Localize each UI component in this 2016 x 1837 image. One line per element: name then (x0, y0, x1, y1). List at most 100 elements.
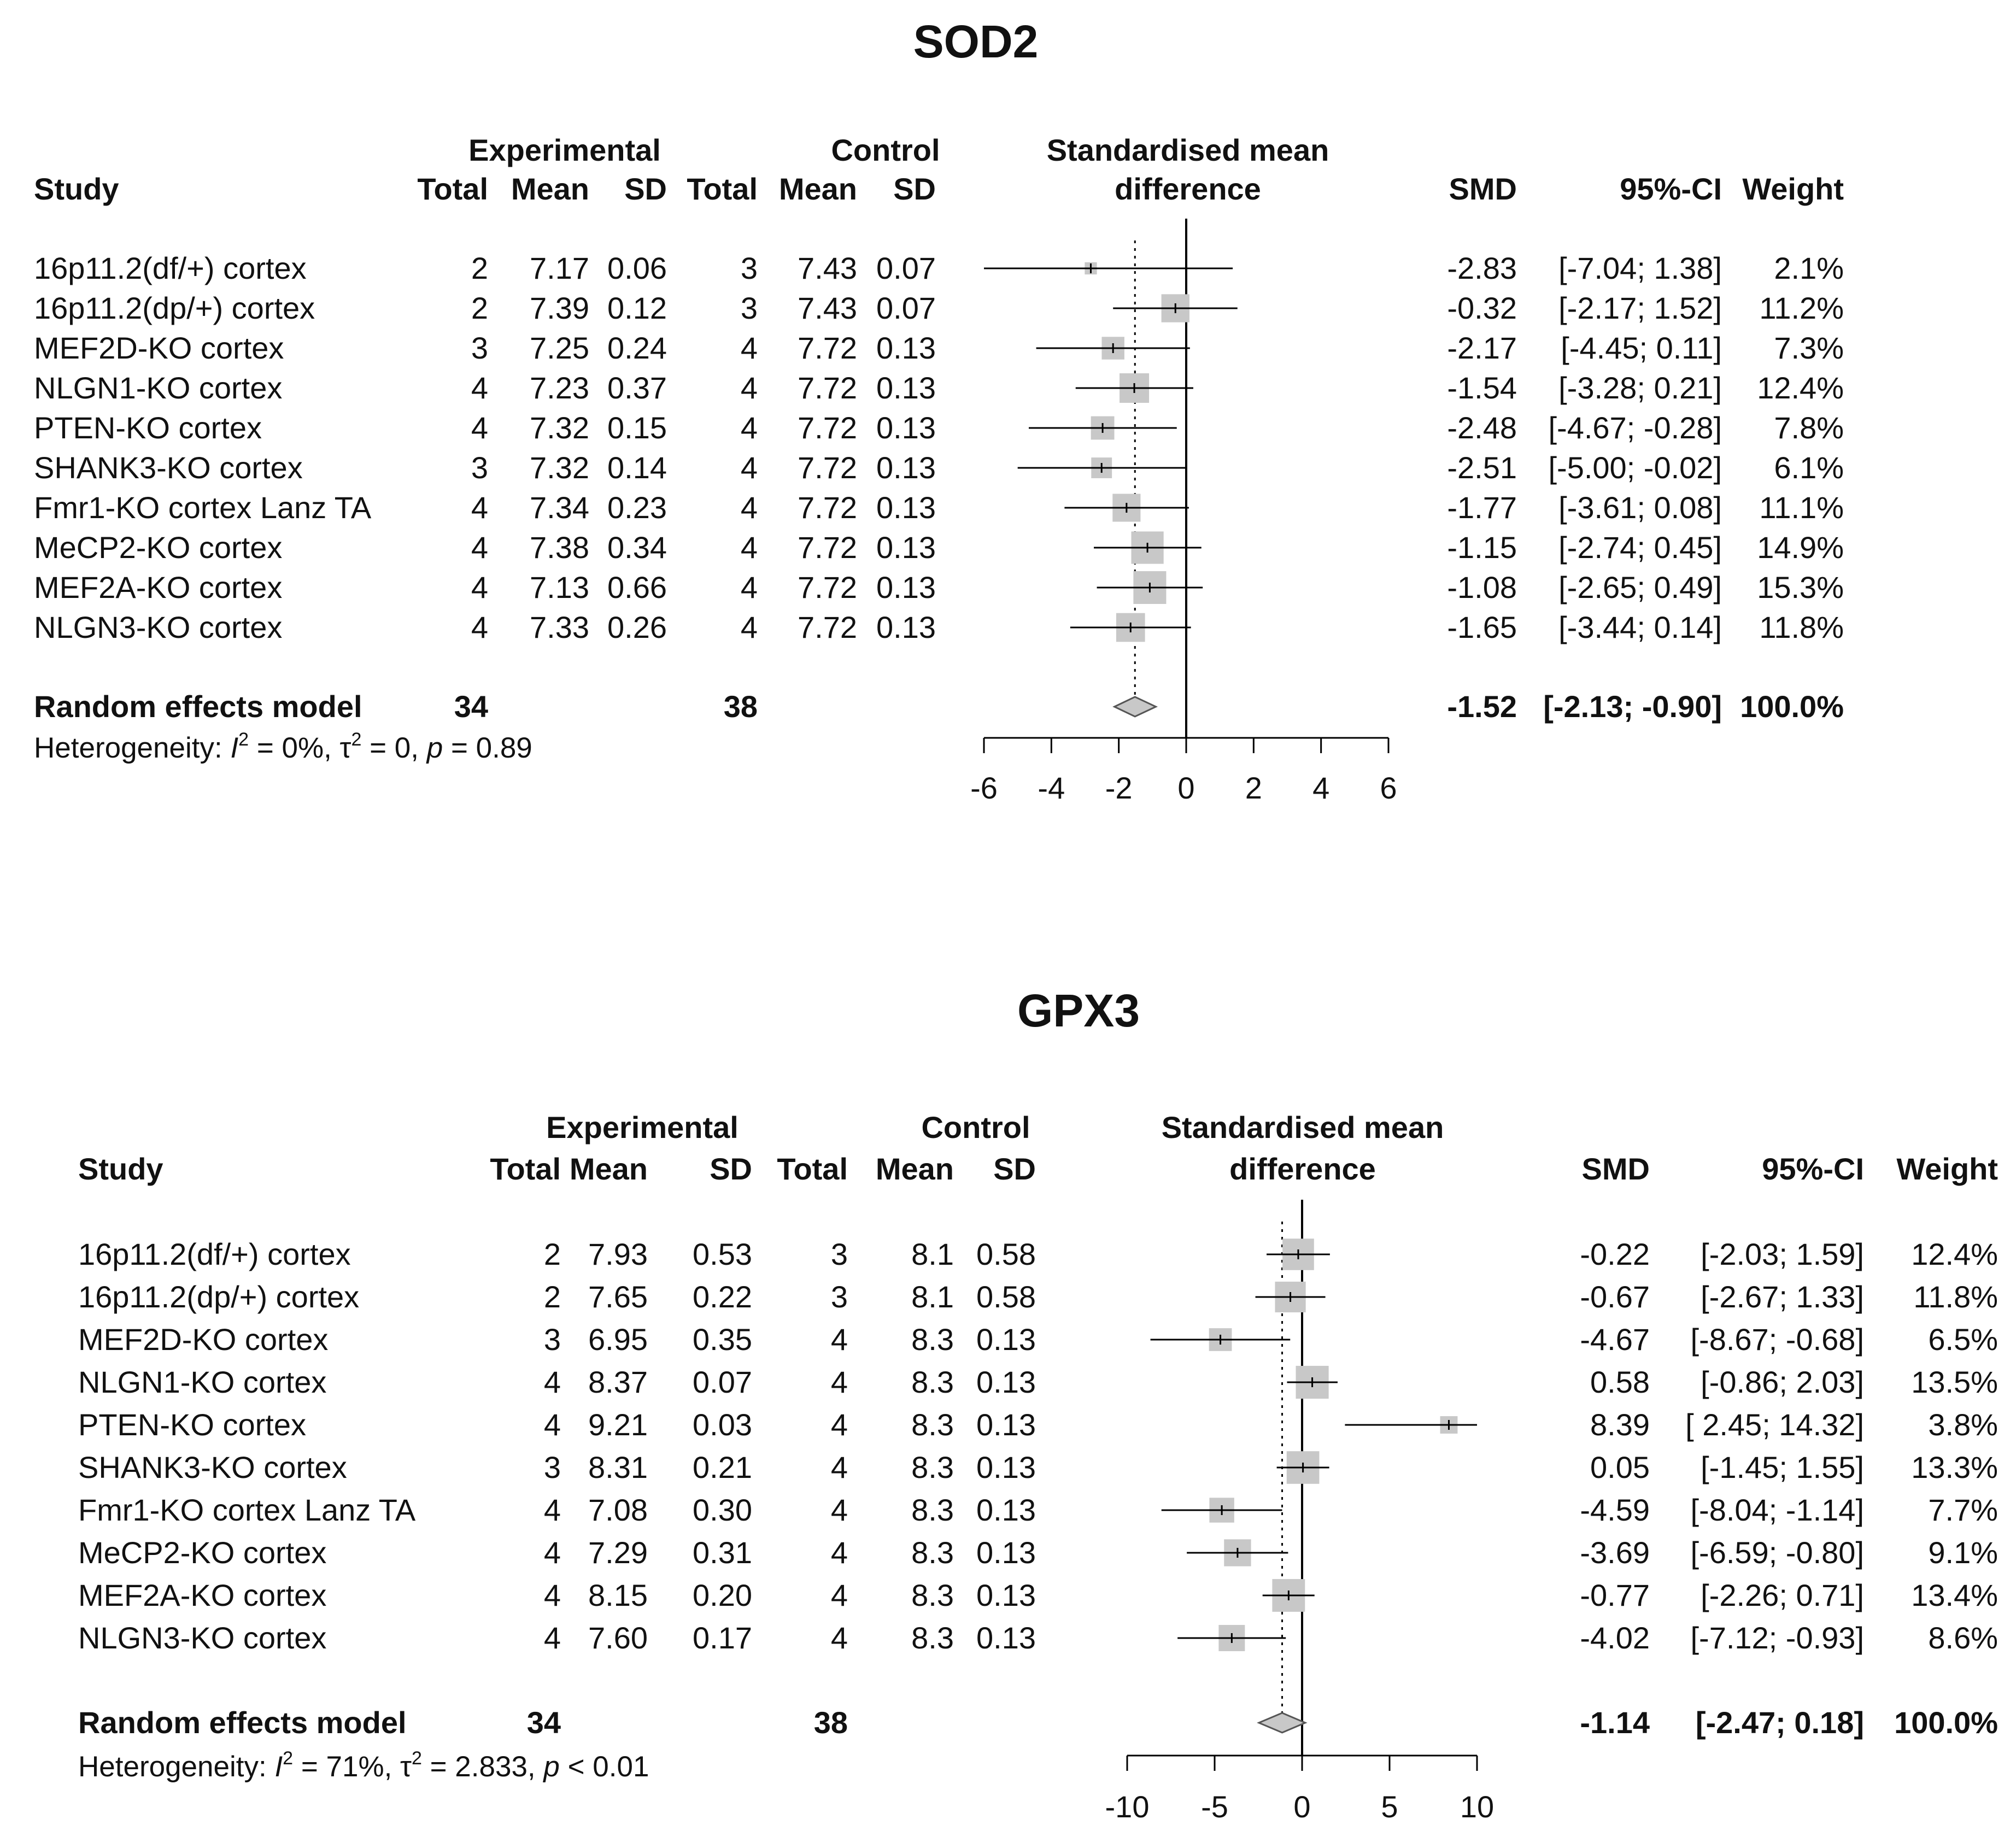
smd-value: 8.39 (1590, 1407, 1650, 1442)
study-row: 16p11.2(df/+) cortex 2 7.93 0.53 3 8.1 0.58 -0.… (78, 1237, 1998, 1271)
exp-mean: 7.17 (530, 251, 589, 285)
ctl-mean: 7.72 (798, 530, 857, 565)
summary-ci: [-2.47; 0.18] (1696, 1705, 1864, 1740)
heterogeneity-part: τ (400, 1751, 412, 1783)
study-row: Fmr1-KO cortex Lanz TA 4 7.34 0.23 4 7.72 0.13… (34, 490, 1844, 525)
ci-value: [-2.03; 1.59] (1701, 1237, 1864, 1271)
weight-value: 11.1% (1759, 490, 1844, 525)
ci-value: [-3.44; 0.14] (1558, 610, 1722, 644)
smd-value: -1.15 (1447, 530, 1517, 565)
exp-total: 3 (544, 1450, 561, 1484)
exp-total: 3 (544, 1322, 561, 1357)
exp-sd: 0.31 (693, 1535, 752, 1570)
ctl-total: 4 (831, 1493, 848, 1527)
exp-total: 4 (471, 530, 488, 565)
ctl-total: 4 (831, 1578, 848, 1612)
summary-row: Random effects model 34 38 -1.52 [-2.13; -0.… (34, 689, 1844, 724)
ctl-total: 3 (831, 1237, 848, 1271)
ctl-sd: 0.13 (876, 331, 936, 365)
header-control: Control (831, 133, 940, 167)
study-name: 16p11.2(df/+) cortex (78, 1237, 351, 1271)
exp-total: 2 (471, 291, 488, 325)
exp-mean: 6.95 (588, 1322, 648, 1357)
study-row: Fmr1-KO cortex Lanz TA 4 7.08 0.30 4 8.3 0.13 -… (78, 1493, 1998, 1527)
summary-ctl-total: 38 (724, 689, 758, 724)
study-row: MeCP2-KO cortex 4 7.38 0.34 4 7.72 0.13 -1.15 [-… (34, 530, 1844, 565)
smd-value: -1.54 (1447, 371, 1517, 405)
summary-exp-total: 34 (454, 689, 488, 724)
header-ctl-total: Total (777, 1152, 848, 1186)
ctl-total: 3 (741, 291, 758, 325)
exp-total: 4 (544, 1493, 561, 1527)
x-tick-label: 6 (1380, 771, 1397, 805)
exp-sd: 0.03 (693, 1407, 752, 1442)
exp-mean: 7.32 (530, 450, 589, 485)
ctl-total: 4 (831, 1407, 848, 1442)
ci-value: [-4.45; 0.11] (1561, 331, 1722, 365)
smd-value: -0.67 (1580, 1280, 1650, 1314)
ctl-mean: 8.1 (911, 1237, 954, 1271)
smd-value: -0.22 (1580, 1237, 1650, 1271)
weight-value: 3.8% (1928, 1407, 1998, 1442)
summary-weight: 100.0% (1894, 1705, 1998, 1740)
study-name: MEF2D-KO cortex (78, 1322, 328, 1357)
ci-value: [-6.59; -0.80] (1690, 1535, 1864, 1570)
study-row: MEF2D-KO cortex 3 7.25 0.24 4 7.72 0.13 -2.17 [-… (34, 331, 1844, 365)
ci-value: [-2.65; 0.49] (1558, 570, 1722, 604)
exp-mean: 7.93 (588, 1237, 648, 1271)
summary-exp-total: 34 (527, 1705, 561, 1740)
header-experimental: Experimental (468, 133, 661, 167)
ctl-total: 4 (741, 610, 758, 644)
study-name: MeCP2-KO cortex (34, 530, 282, 565)
x-tick-label: -10 (1105, 1789, 1150, 1824)
exp-sd: 0.07 (693, 1365, 752, 1399)
forest-panel-sod2: SOD2 Experimental Control Standardised mean… (34, 16, 1844, 805)
x-tick-label: -6 (970, 771, 998, 805)
exp-total: 4 (544, 1365, 561, 1399)
ci-value: [-7.12; -0.93] (1690, 1621, 1864, 1655)
summary-smd: -1.14 (1580, 1705, 1650, 1740)
study-name: MEF2D-KO cortex (34, 331, 284, 365)
study-row: SHANK3-KO cortex 3 8.31 0.21 4 8.3 0.13 0.05 [-1… (78, 1450, 1998, 1484)
study-row: PTEN-KO cortex 4 9.21 0.03 4 8.3 0.13 8.39 [ 2.4… (78, 1407, 1998, 1442)
exp-total: 2 (544, 1237, 561, 1271)
ctl-sd: 0.13 (876, 570, 936, 604)
x-tick-label: -5 (1201, 1789, 1228, 1824)
exp-mean: 7.38 (530, 530, 589, 565)
exp-sd: 0.20 (693, 1578, 752, 1612)
exp-sd: 0.17 (693, 1621, 752, 1655)
exp-total: 4 (544, 1407, 561, 1442)
ctl-mean: 8.3 (911, 1535, 954, 1570)
exp-total: 3 (471, 331, 488, 365)
header-exp-total: Total (417, 172, 488, 206)
study-row: 16p11.2(dp/+) cortex 2 7.65 0.22 3 8.1 0.58 -0.… (78, 1280, 1998, 1314)
study-row: NLGN3-KO cortex 4 7.33 0.26 4 7.72 0.13 -1.65 [-… (34, 610, 1844, 644)
exp-sd: 0.37 (607, 371, 667, 405)
header-study: Study (78, 1152, 163, 1186)
weight-value: 6.5% (1928, 1322, 1998, 1357)
header-ctl-total: Total (687, 172, 758, 206)
ctl-total: 3 (831, 1280, 848, 1314)
exp-sd: 0.53 (693, 1237, 752, 1271)
ctl-sd: 0.13 (876, 410, 936, 445)
ctl-total: 4 (831, 1621, 848, 1655)
exp-sd: 0.34 (607, 530, 667, 565)
header-weight: Weight (1896, 1152, 1998, 1186)
smd-value: -4.67 (1580, 1322, 1650, 1357)
ctl-sd: 0.13 (876, 530, 936, 565)
exp-mean: 7.32 (530, 410, 589, 445)
exp-total: 4 (544, 1621, 561, 1655)
summary-smd: -1.52 (1447, 689, 1517, 724)
heterogeneity-text: Heterogeneity: I2 = 0%, τ2 = 0, p = 0.89 (34, 729, 532, 764)
study-row: 16p11.2(dp/+) cortex 2 7.39 0.12 3 7.43 0.07 -0… (34, 291, 1844, 325)
ctl-sd: 0.13 (876, 450, 936, 485)
ctl-sd: 0.13 (976, 1365, 1036, 1399)
exp-total: 4 (471, 570, 488, 604)
exp-mean: 7.29 (588, 1535, 648, 1570)
ctl-mean: 7.72 (798, 371, 857, 405)
smd-value: 0.58 (1590, 1365, 1650, 1399)
study-name: PTEN-KO cortex (78, 1407, 306, 1442)
heterogeneity-part: I (274, 1751, 283, 1783)
exp-sd: 0.15 (607, 410, 667, 445)
heterogeneity-part: Heterogeneity: (34, 732, 230, 764)
